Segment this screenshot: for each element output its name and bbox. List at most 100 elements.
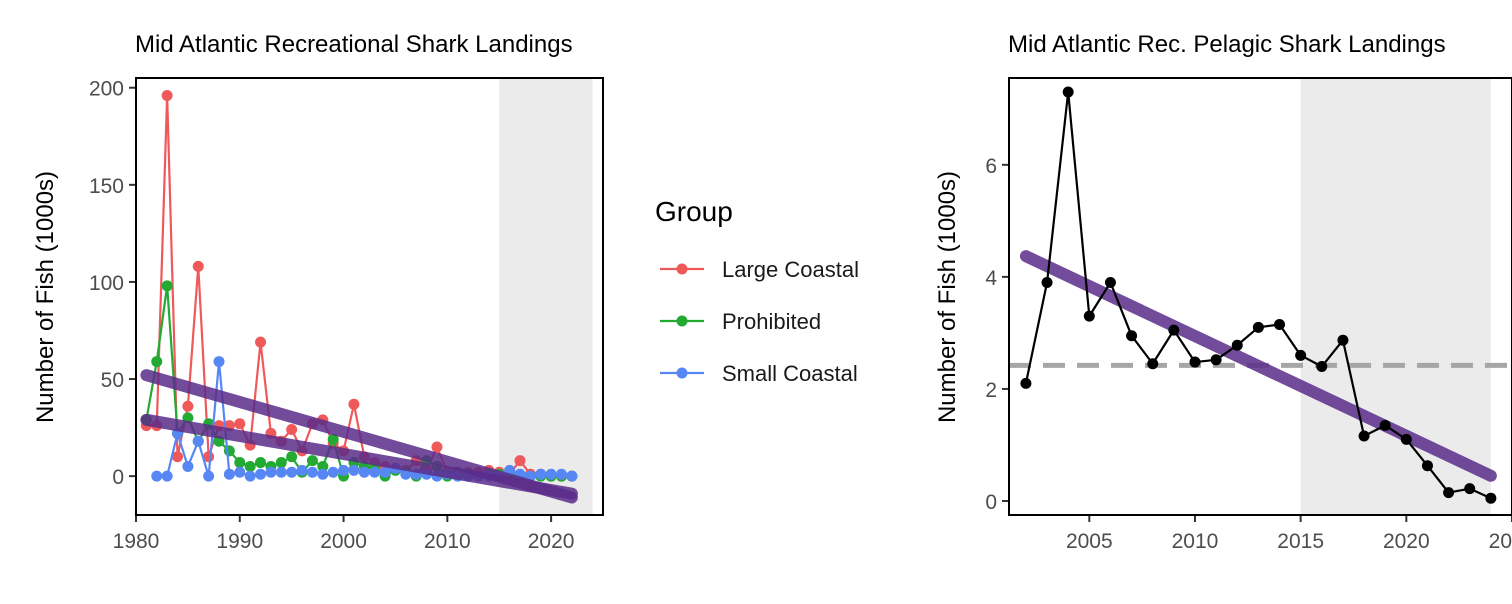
trend-lines bbox=[140, 369, 578, 504]
data-point bbox=[244, 460, 256, 472]
x-tick-label: 2020 bbox=[528, 530, 575, 553]
data-point bbox=[1485, 492, 1497, 504]
data-point bbox=[1358, 430, 1370, 442]
data-point bbox=[1104, 276, 1116, 288]
data-point bbox=[1400, 433, 1412, 445]
trend-line bbox=[140, 413, 578, 500]
data-point bbox=[400, 468, 412, 480]
data-point bbox=[213, 356, 225, 368]
x-tick-label: 2010 bbox=[1172, 530, 1219, 553]
series-landings bbox=[1020, 86, 1497, 504]
data-point bbox=[348, 464, 360, 476]
data-point bbox=[223, 468, 235, 480]
data-point bbox=[1126, 330, 1138, 342]
data-point bbox=[255, 457, 267, 469]
data-point bbox=[1421, 460, 1433, 472]
data-point bbox=[317, 468, 329, 480]
data-point bbox=[192, 260, 204, 272]
y-axis-ticks: 0 50 100 150 200 bbox=[89, 78, 136, 489]
data-point bbox=[1274, 319, 1286, 331]
legend: Group Large Coastal Prohibited Small Coa… bbox=[655, 196, 859, 386]
data-point bbox=[369, 466, 381, 478]
plot-border bbox=[1008, 77, 1512, 516]
plot-border bbox=[135, 77, 604, 516]
chart-title: Mid Atlantic Recreational Shark Landings bbox=[135, 31, 573, 58]
chart-title: Mid Atlantic Rec. Pelagic Shark Landings bbox=[1008, 31, 1446, 58]
data-point bbox=[306, 455, 318, 467]
data-point bbox=[275, 466, 287, 478]
pelagic-shark-landings-chart: Mid Atlantic Rec. Pelagic Shark Landings… bbox=[934, 31, 1512, 553]
data-point bbox=[203, 470, 215, 482]
data-point bbox=[348, 398, 360, 410]
y-tick-label: 2 bbox=[985, 379, 997, 402]
data-point bbox=[535, 468, 547, 480]
data-point bbox=[255, 468, 267, 480]
data-point bbox=[296, 464, 308, 476]
x-tick-label: 1990 bbox=[216, 530, 263, 553]
legend-item-large-coastal: Large Coastal bbox=[660, 257, 859, 282]
data-point bbox=[234, 418, 246, 430]
data-point bbox=[1231, 339, 1243, 351]
data-point bbox=[431, 441, 443, 453]
data-point bbox=[275, 457, 287, 469]
data-point bbox=[234, 466, 246, 478]
data-point bbox=[286, 424, 298, 436]
y-tick-label: 0 bbox=[985, 491, 997, 514]
data-point bbox=[1464, 483, 1476, 495]
y-tick-label: 200 bbox=[89, 78, 124, 101]
data-point bbox=[1443, 487, 1455, 499]
x-tick-label: 2010 bbox=[424, 530, 471, 553]
data-point bbox=[1379, 419, 1391, 431]
data-point bbox=[317, 460, 329, 472]
data-point bbox=[255, 336, 267, 348]
legend-title: Group bbox=[655, 196, 733, 227]
data-point bbox=[161, 280, 173, 292]
x-tick-label: 2000 bbox=[320, 530, 367, 553]
data-point bbox=[1252, 321, 1264, 333]
data-point bbox=[306, 466, 318, 478]
y-tick-label: 6 bbox=[985, 155, 997, 178]
y-tick-label: 100 bbox=[89, 272, 124, 295]
data-point bbox=[172, 451, 184, 463]
data-point bbox=[234, 457, 246, 469]
data-point bbox=[223, 445, 235, 457]
data-point bbox=[555, 468, 567, 480]
y-tick-label: 0 bbox=[112, 466, 124, 489]
data-point bbox=[514, 455, 526, 467]
y-axis-label: Number of Fish (1000s) bbox=[32, 171, 59, 423]
shaded-recent-period bbox=[499, 78, 593, 515]
data-point bbox=[286, 451, 298, 463]
shaded-recent-period bbox=[1300, 78, 1491, 515]
data-point bbox=[545, 468, 557, 480]
recreational-shark-landings-chart: Mid Atlantic Recreational Shark Landings… bbox=[32, 31, 604, 553]
data-point bbox=[379, 466, 391, 478]
data-point bbox=[1020, 377, 1032, 389]
data-point bbox=[1295, 349, 1307, 361]
data-point bbox=[1337, 334, 1349, 346]
data-point bbox=[182, 460, 194, 472]
y-axis-label: Number of Fish (1000s) bbox=[934, 171, 961, 423]
x-axis-ticks: 2005 2010 2015 2020 2025 bbox=[1066, 515, 1512, 553]
y-tick-label: 4 bbox=[985, 267, 997, 290]
data-point bbox=[338, 464, 350, 476]
series-group bbox=[1020, 86, 1497, 504]
data-point bbox=[1168, 324, 1180, 336]
data-point bbox=[286, 466, 298, 478]
data-point bbox=[192, 435, 204, 447]
x-tick-label: 2015 bbox=[1277, 530, 1324, 553]
legend-item-small-coastal: Small Coastal bbox=[660, 361, 858, 386]
data-point bbox=[161, 470, 173, 482]
y-tick-label: 50 bbox=[101, 369, 124, 392]
legend-label-large-coastal: Large Coastal bbox=[722, 257, 859, 282]
data-point bbox=[151, 356, 163, 368]
data-point bbox=[1147, 358, 1159, 370]
data-point bbox=[1210, 354, 1222, 366]
x-tick-label: 2020 bbox=[1383, 530, 1430, 553]
data-point bbox=[265, 466, 277, 478]
x-tick-label: 2005 bbox=[1066, 530, 1113, 553]
legend-item-prohibited: Prohibited bbox=[660, 309, 821, 334]
data-point bbox=[566, 470, 578, 482]
data-point bbox=[1316, 361, 1328, 373]
data-point bbox=[1062, 86, 1074, 98]
